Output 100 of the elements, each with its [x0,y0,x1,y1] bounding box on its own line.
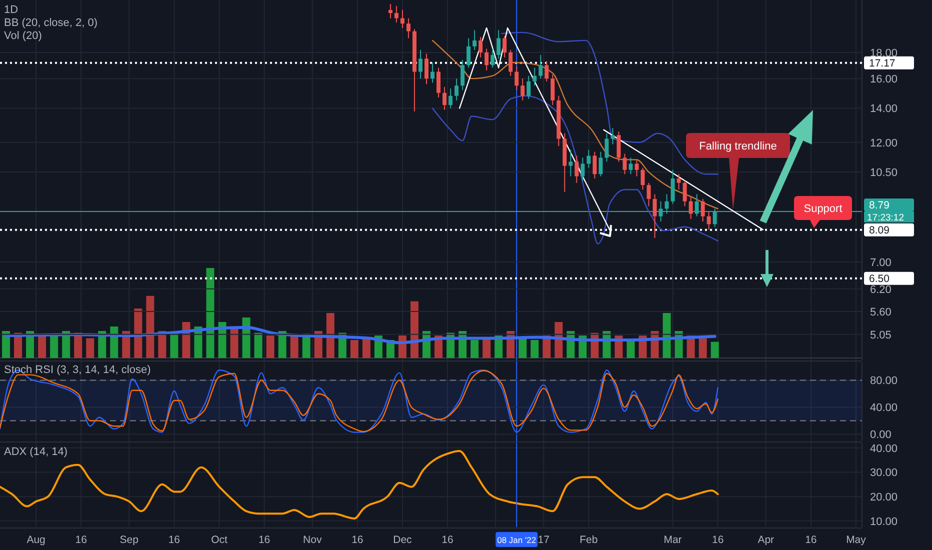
x-tick-label: Apr [758,534,775,546]
bar [242,318,250,358]
y-tick-label: 30.00 [870,467,898,480]
x-tick-label: 16 [442,534,454,546]
candlestick [472,30,477,50]
text: 17:23:12 [867,212,904,224]
candlestick [574,155,579,184]
y-tick-label: 14.00 [870,103,898,116]
candlestick [460,59,465,90]
y-tick-label: 40.00 [870,402,898,414]
bar [482,338,491,358]
y-tick-label: 5.60 [870,306,892,318]
ref-line-label: 17.17 [869,57,896,70]
x-tick-label: 16 [258,534,270,546]
bar [206,268,214,358]
candlestick [586,149,591,168]
candlestick [544,60,549,82]
candlestick [616,131,621,162]
y-tick-label: 7.00 [870,256,892,269]
candlestick [478,36,483,58]
y-tick-label: 80.00 [870,375,898,388]
y-tick-label: 10.00 [870,516,898,528]
bar [110,326,118,358]
candlestick [502,35,507,58]
x-tick-label: 16 [75,534,88,546]
bar [410,301,418,358]
candlestick [706,210,711,230]
annotation: BB (20, close, 2, 0) [4,17,98,29]
y-tick-label: 40.00 [870,442,898,455]
x-tick-label: 16 [352,534,364,546]
annotation: Support [804,203,842,215]
bar [518,338,527,358]
candlestick [514,66,519,90]
candlestick [424,53,428,85]
candlestick [622,153,627,175]
bar [146,296,154,358]
x-tick-label: Dec [393,534,412,546]
bar [326,313,334,358]
candlestick [430,62,434,84]
candlestick [508,49,513,76]
candlestick [688,196,693,220]
x-tick-label: May [846,534,867,546]
candlestick [532,67,537,86]
candlestick [484,48,489,71]
y-tick-label: 12.00 [870,137,898,150]
candlestick [466,38,471,68]
y-tick-label: 10.50 [870,167,898,180]
candlestick [598,151,603,177]
x-tick-label: Nov [303,534,322,546]
x-tick-label: Mar [664,534,682,546]
candlestick [496,30,501,60]
y-tick-label: 0.00 [870,429,892,442]
ref-line-label: 8.09 [869,224,890,236]
candlestick [640,167,645,190]
candlestick [676,174,681,190]
bar [134,308,142,358]
x-tick-label: 16 [168,534,180,546]
bar [530,340,539,358]
x-tick-label: Oct [211,534,228,546]
bar [2,331,10,358]
candlestick [442,86,447,110]
bar [662,313,671,358]
candlestick [448,88,453,109]
bar [362,338,370,358]
chart-title: Vol (20) [4,30,42,42]
candlestick [628,157,633,175]
candlestick [526,75,531,100]
candlestick [436,67,441,98]
chart-title: 1D [4,4,18,16]
candlestick [406,18,410,39]
x-tick-label: 16 [712,534,724,546]
candlestick [520,78,525,101]
bar [710,342,719,358]
candlestick [454,78,459,101]
bar [470,340,479,358]
candlestick [550,74,555,106]
candlestick [538,54,543,80]
candlestick [682,180,687,207]
bar [254,332,262,358]
candlestick [568,149,573,177]
candlestick [490,48,495,68]
candlestick [418,49,422,80]
candlestick [388,3,392,19]
ref-line-label: 8.79 [869,199,890,212]
bar [86,338,94,358]
y-tick-label: 20.00 [870,492,898,504]
bar [626,340,635,358]
candlestick [700,198,705,222]
x-tick-label: 17 [538,534,550,546]
candlestick [592,151,597,179]
candlestick [394,5,398,24]
candlestick [670,169,675,204]
y-tick-label: 16.00 [870,74,898,86]
candlestick [400,9,404,28]
bar [170,332,178,358]
chart-title: Stoch RSI (3, 3, 14, 14, close) [4,364,151,376]
candlestick [580,157,585,182]
y-tick-label: 5.05 [870,329,892,342]
bar [350,340,358,358]
candlestick [646,182,651,207]
